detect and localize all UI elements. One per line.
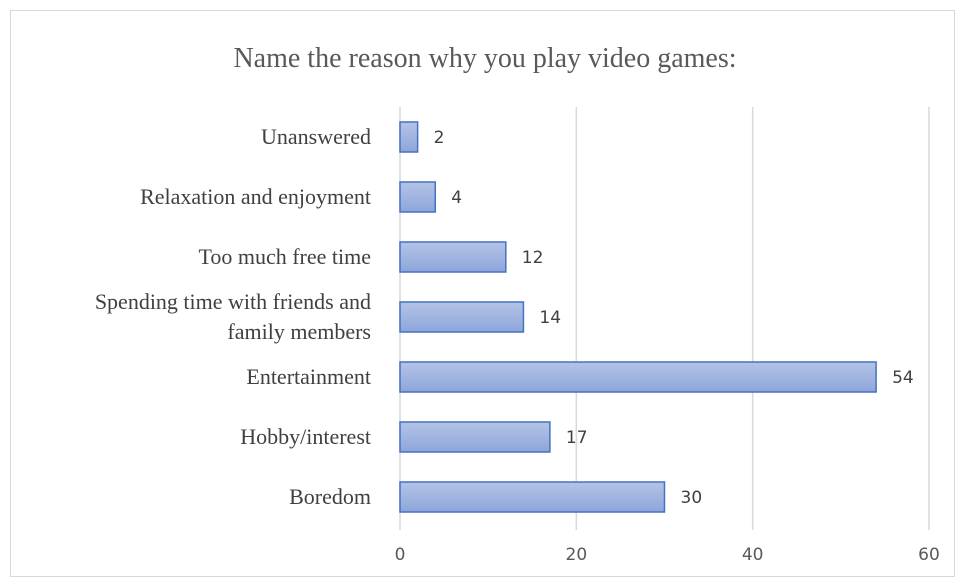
bar [399,121,419,153]
x-tick-label: 40 [742,545,764,565]
category-label: Too much free time [198,244,371,269]
data-label: 2 [434,128,445,148]
chart-title: Name the reason why you play video games… [233,43,736,74]
bar [399,241,507,273]
x-axis-ticks: 0 20 40 60 [395,545,940,565]
bar [399,421,551,453]
data-label: 12 [522,248,544,268]
category-label: Boredom [289,484,371,509]
data-label: 4 [451,188,462,208]
bar [399,181,437,213]
category-labels: Unanswered Relaxation and enjoyment Too mu… [95,124,371,509]
x-tick-label: 20 [566,545,588,565]
data-label: 30 [681,488,703,508]
category-label: Spending time with friends and family mem… [95,289,371,344]
category-label: Relaxation and enjoyment [140,184,371,209]
category-label: Entertainment [246,364,371,389]
bar [399,481,666,513]
x-tick-label: 60 [918,545,940,565]
x-tick-label: 0 [395,545,406,565]
category-label: Unanswered [261,124,371,149]
data-label: 17 [566,428,588,448]
data-label: 54 [892,368,914,388]
bars: 2 4 12 14 54 17 30 [399,121,914,513]
bar [399,361,877,393]
category-label: Hobby/interest [240,424,371,449]
bar [399,301,525,333]
data-label: 14 [539,308,561,328]
